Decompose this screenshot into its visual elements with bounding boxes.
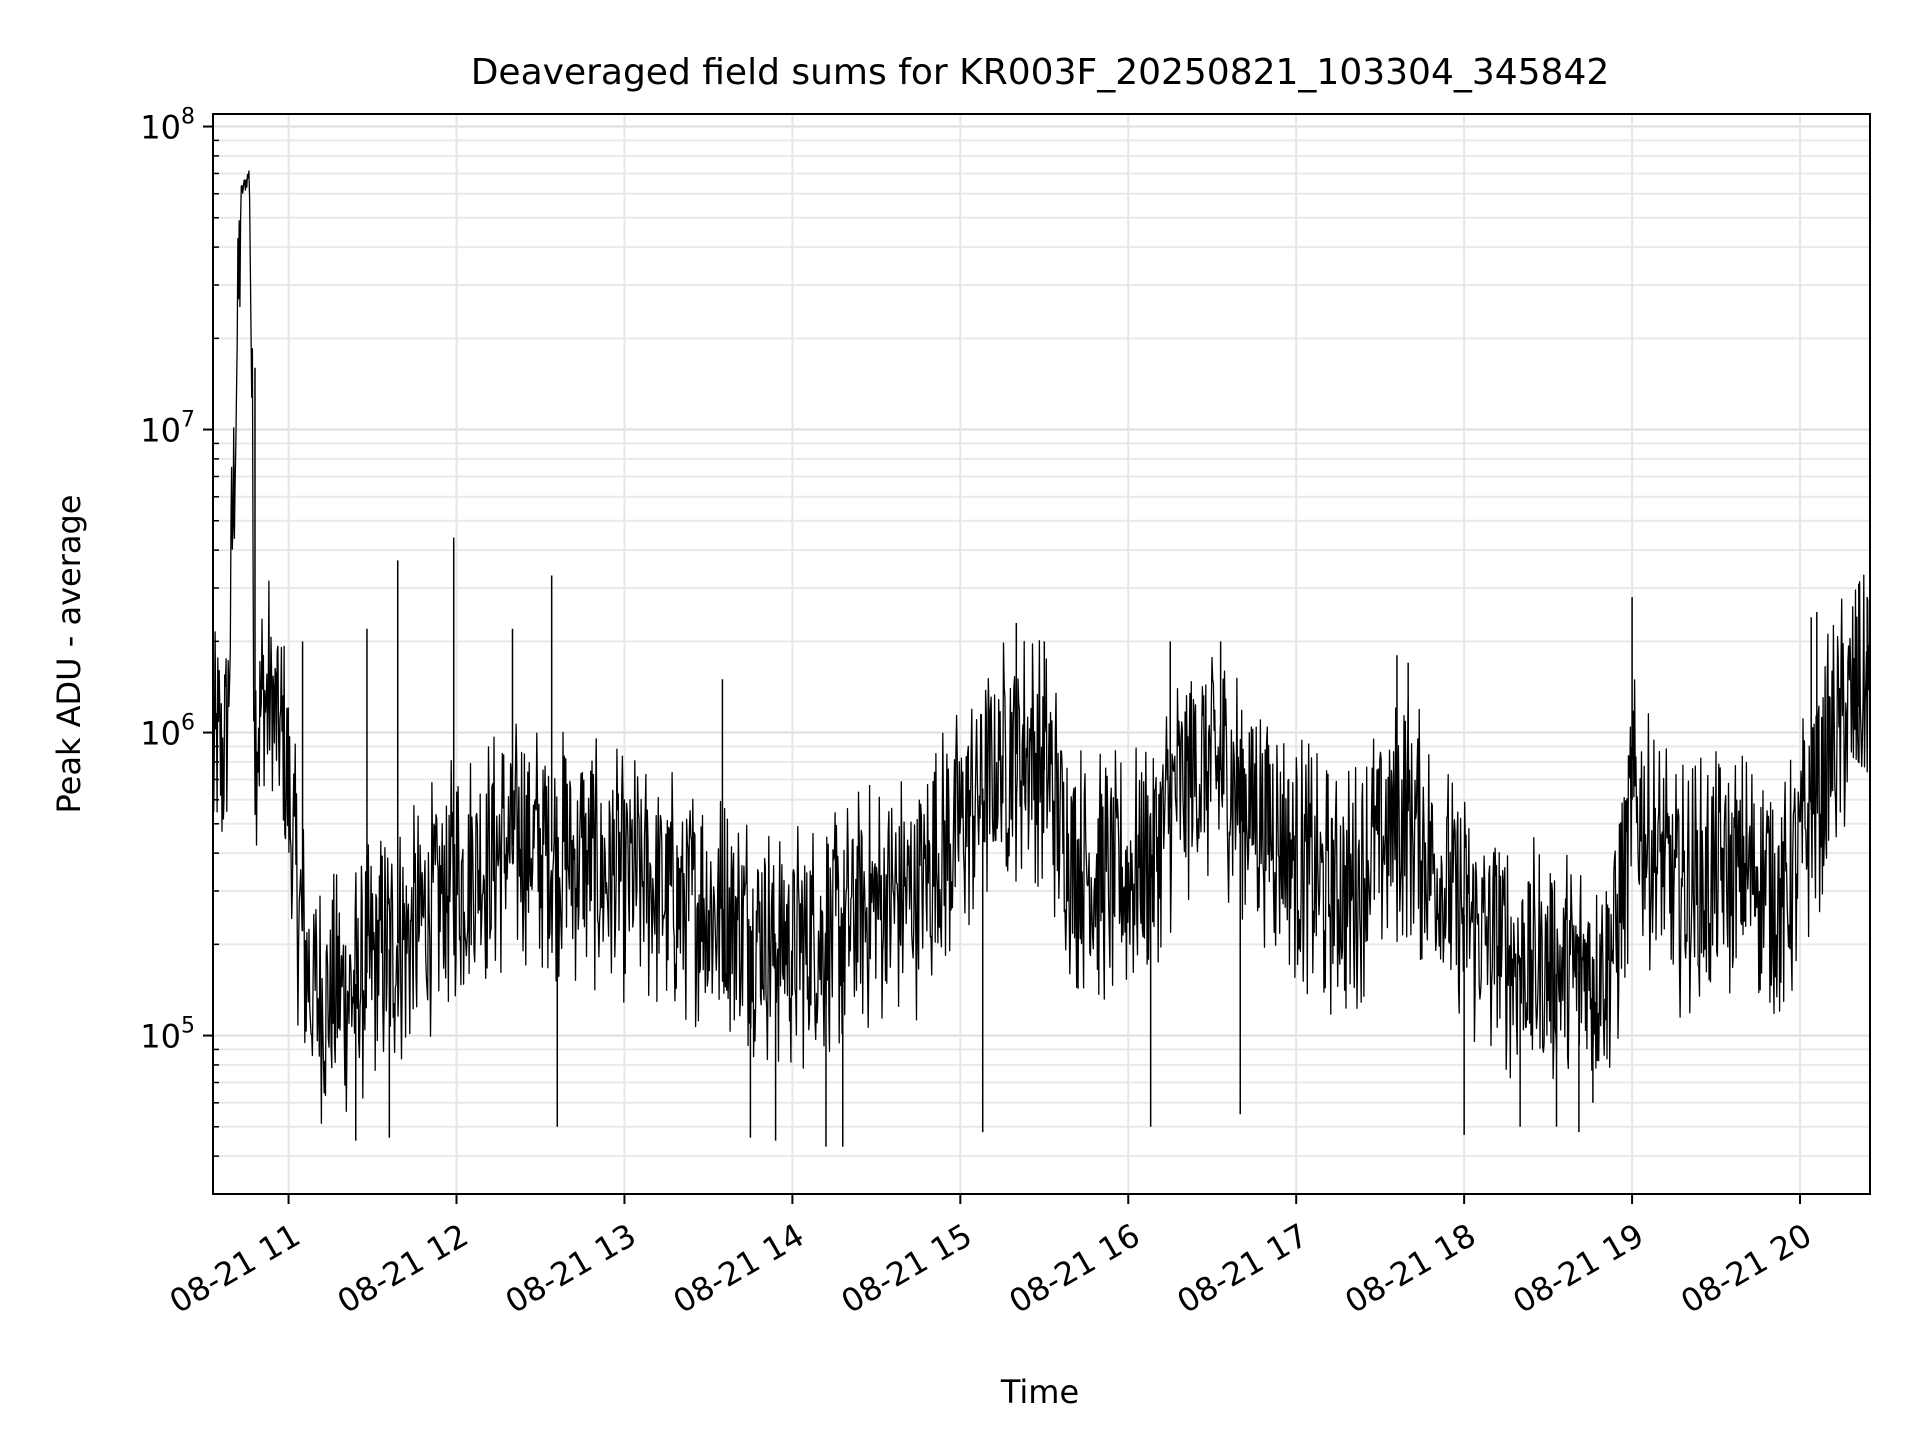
major-grid bbox=[213, 114, 1870, 1194]
series-line bbox=[212, 170, 1871, 1124]
y-tick-label: 105 bbox=[140, 1014, 195, 1056]
y-axis-ticks: 105 106 107 108 bbox=[140, 105, 213, 1056]
y-tick-label: 107 bbox=[140, 408, 195, 450]
y-axis-label: Peak ADU - average bbox=[50, 495, 88, 814]
y-tick-label: 106 bbox=[140, 711, 195, 753]
y-tick-label: 108 bbox=[140, 105, 195, 147]
plot-frame bbox=[212, 113, 1871, 1195]
chart-title: Deaveraged field sums for KR003F_2025082… bbox=[471, 52, 1610, 93]
minor-grid bbox=[213, 139, 1870, 1158]
x-axis-label: Time bbox=[1000, 1373, 1079, 1411]
series-layer bbox=[212, 170, 1871, 1147]
